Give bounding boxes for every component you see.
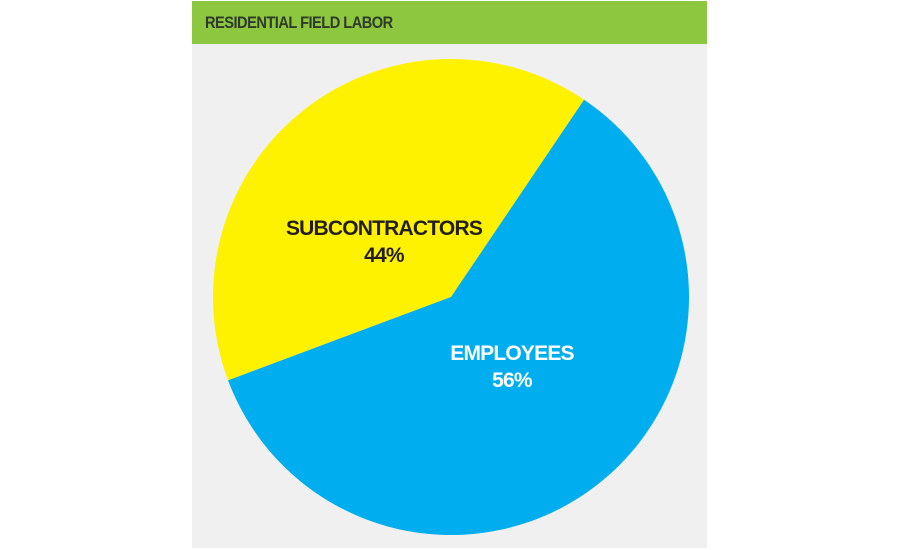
- pie-slice-employees: [228, 99, 689, 535]
- pie-slice-subcontractors: [212, 58, 585, 381]
- employees-label: EMPLOYEES: [450, 342, 574, 365]
- chart-title: RESIDENTIAL FIELD LABOR: [205, 13, 393, 32]
- subcontractors-label: SUBCONTRACTORS: [286, 217, 483, 240]
- chart-header: RESIDENTIAL FIELD LABOR: [192, 1, 707, 44]
- employees-percent: 56%: [492, 369, 533, 392]
- subcontractors-percent: 44%: [364, 244, 405, 267]
